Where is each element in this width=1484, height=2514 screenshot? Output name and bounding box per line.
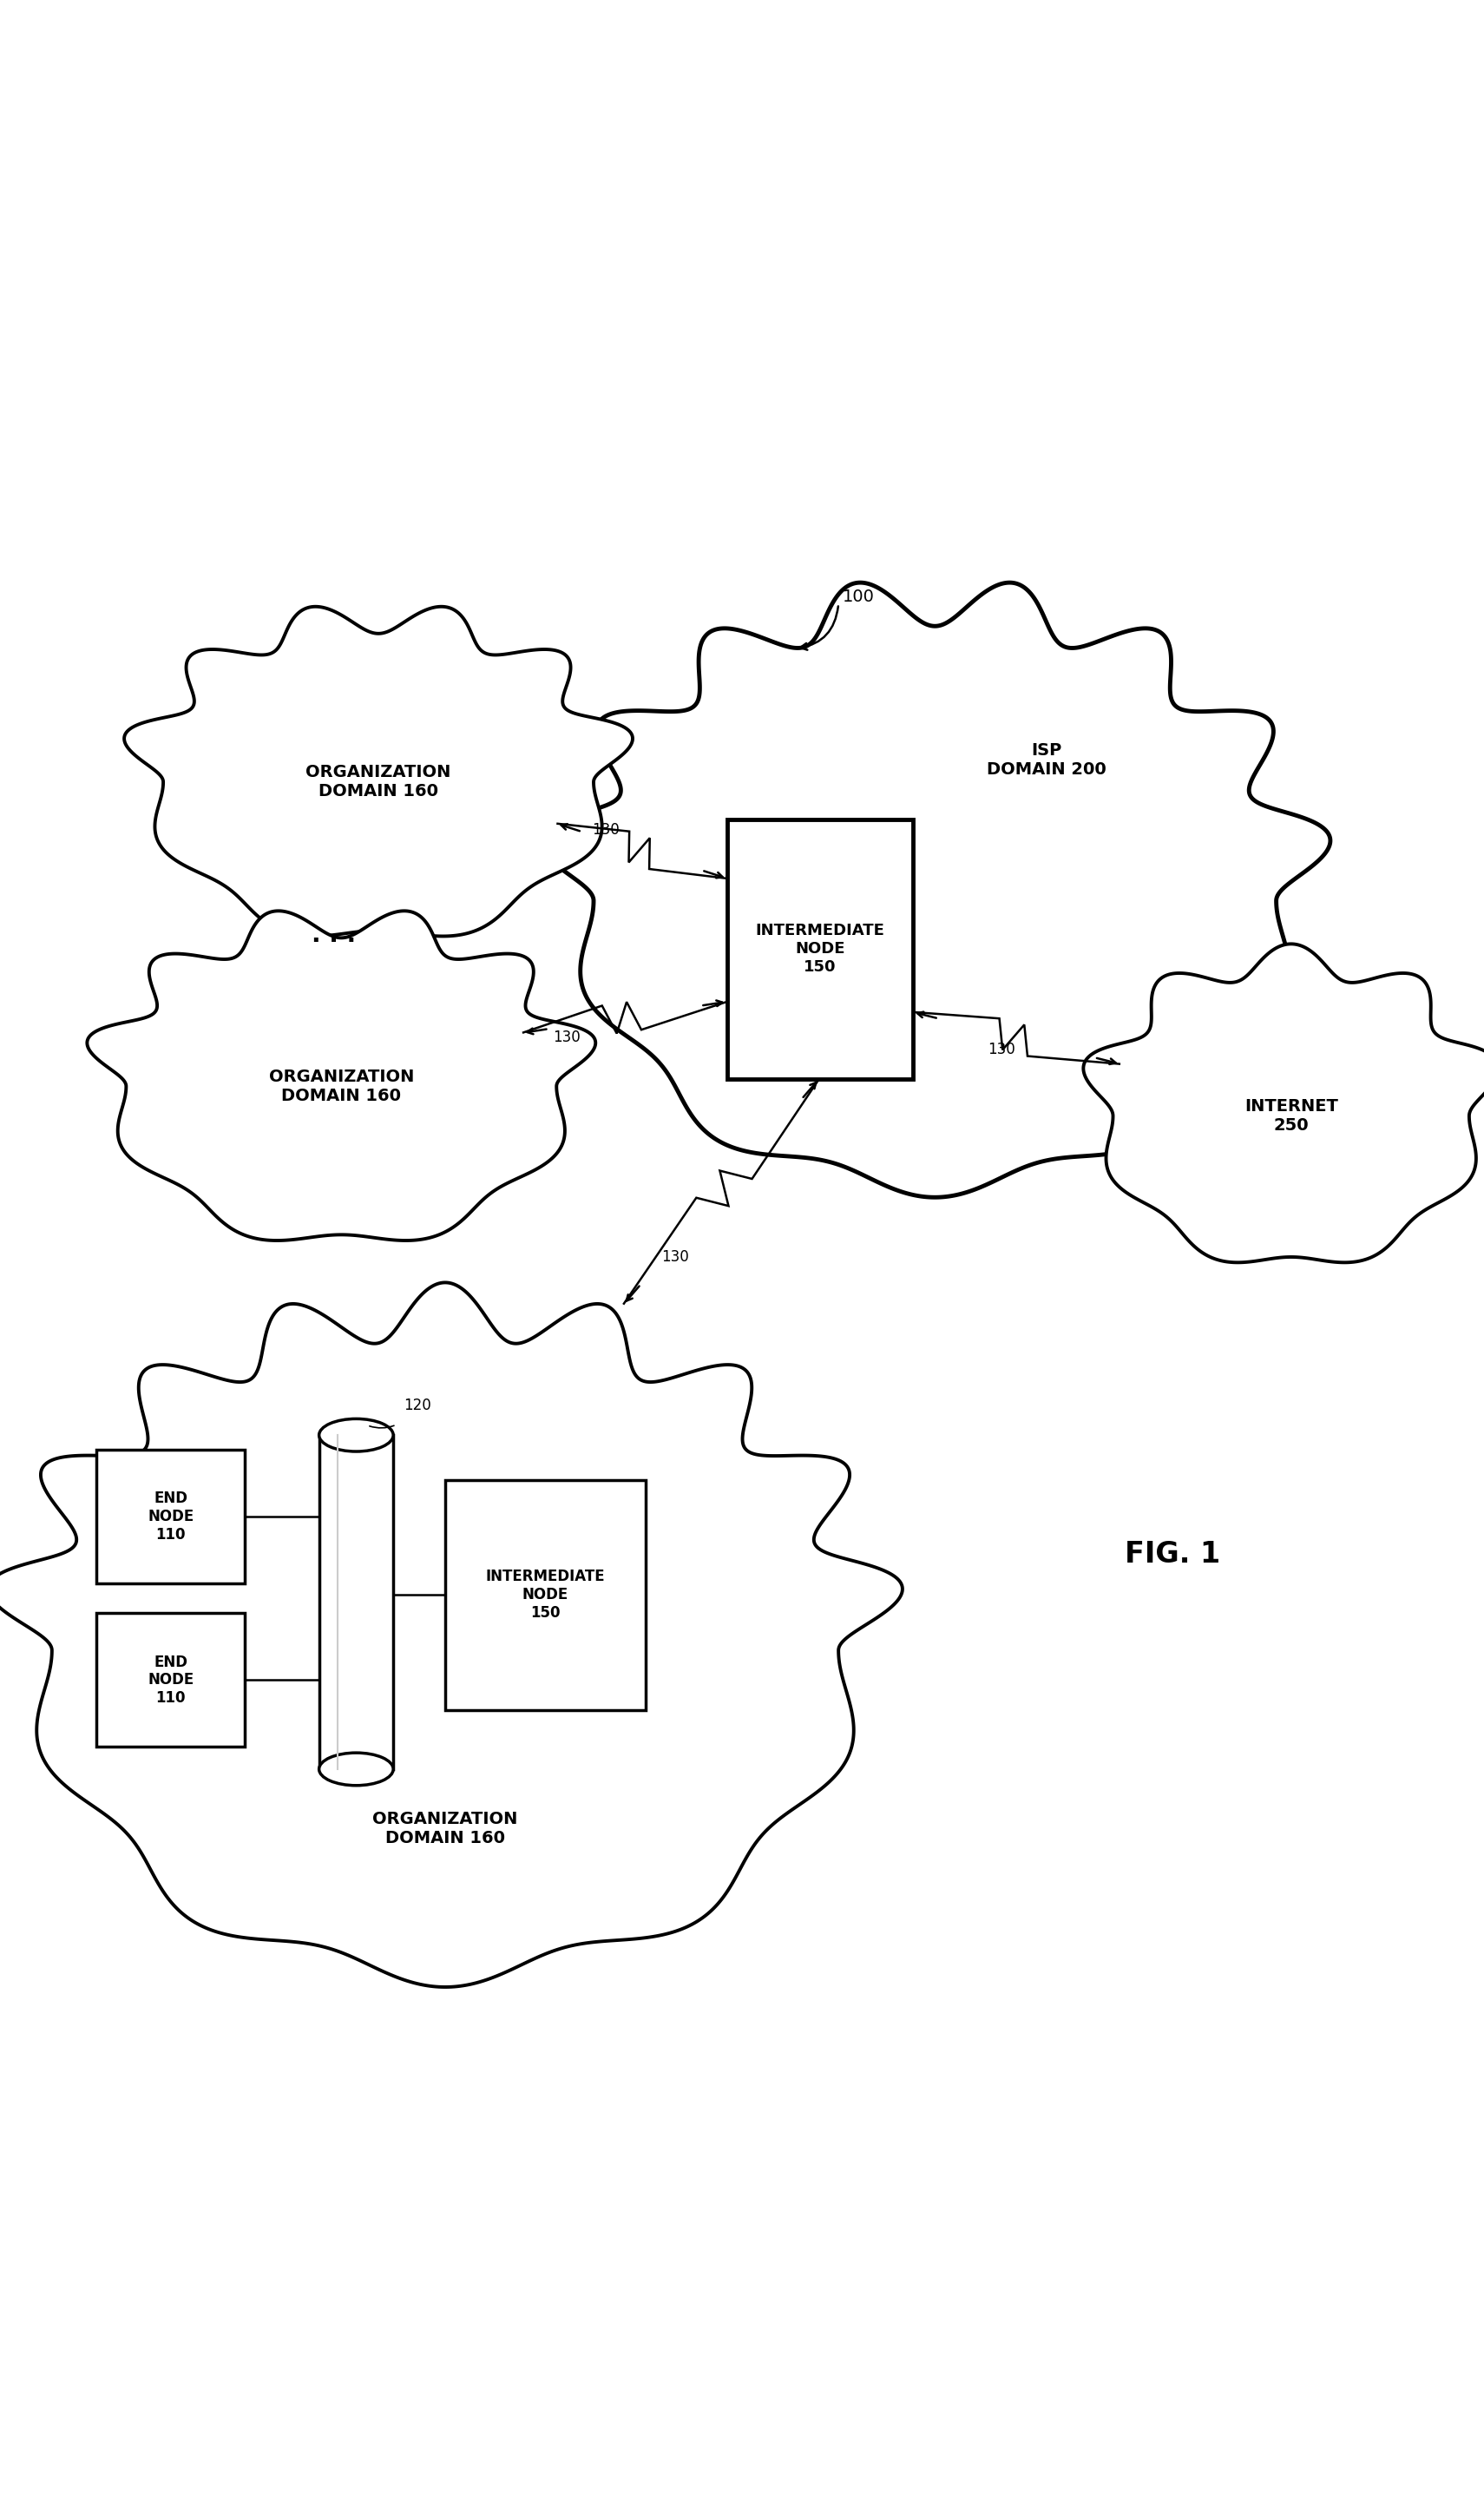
Text: 130: 130 bbox=[554, 1031, 580, 1046]
Polygon shape bbox=[1083, 943, 1484, 1262]
Text: . . .: . . . bbox=[312, 923, 356, 948]
Ellipse shape bbox=[319, 1752, 393, 1785]
Polygon shape bbox=[0, 1282, 902, 1986]
Polygon shape bbox=[88, 910, 595, 1239]
Bar bbox=[319, 1435, 393, 1770]
Text: INTERNET
250: INTERNET 250 bbox=[1244, 1099, 1339, 1134]
Text: END
NODE
110: END NODE 110 bbox=[147, 1491, 194, 1544]
Text: INTERMEDIATE
NODE
150: INTERMEDIATE NODE 150 bbox=[485, 1569, 605, 1622]
FancyBboxPatch shape bbox=[96, 1451, 245, 1584]
FancyBboxPatch shape bbox=[445, 1481, 646, 1710]
Text: INTERMEDIATE
NODE
150: INTERMEDIATE NODE 150 bbox=[755, 923, 884, 975]
Polygon shape bbox=[125, 606, 632, 935]
Text: ISP
DOMAIN 200: ISP DOMAIN 200 bbox=[987, 742, 1106, 777]
Text: ORGANIZATION
DOMAIN 160: ORGANIZATION DOMAIN 160 bbox=[306, 764, 451, 799]
Ellipse shape bbox=[319, 1418, 393, 1451]
FancyBboxPatch shape bbox=[727, 820, 913, 1079]
Text: END
NODE
110: END NODE 110 bbox=[147, 1654, 194, 1707]
Text: FIG. 1: FIG. 1 bbox=[1125, 1539, 1220, 1569]
Text: ORGANIZATION
DOMAIN 160: ORGANIZATION DOMAIN 160 bbox=[372, 1810, 518, 1845]
Text: 100: 100 bbox=[843, 588, 876, 606]
Text: ORGANIZATION
DOMAIN 160: ORGANIZATION DOMAIN 160 bbox=[269, 1068, 414, 1104]
FancyBboxPatch shape bbox=[96, 1614, 245, 1747]
Polygon shape bbox=[540, 583, 1330, 1197]
Text: 130: 130 bbox=[662, 1249, 689, 1265]
Text: 130: 130 bbox=[988, 1041, 1015, 1056]
Text: 120: 120 bbox=[404, 1398, 432, 1413]
Text: 130: 130 bbox=[592, 822, 619, 837]
